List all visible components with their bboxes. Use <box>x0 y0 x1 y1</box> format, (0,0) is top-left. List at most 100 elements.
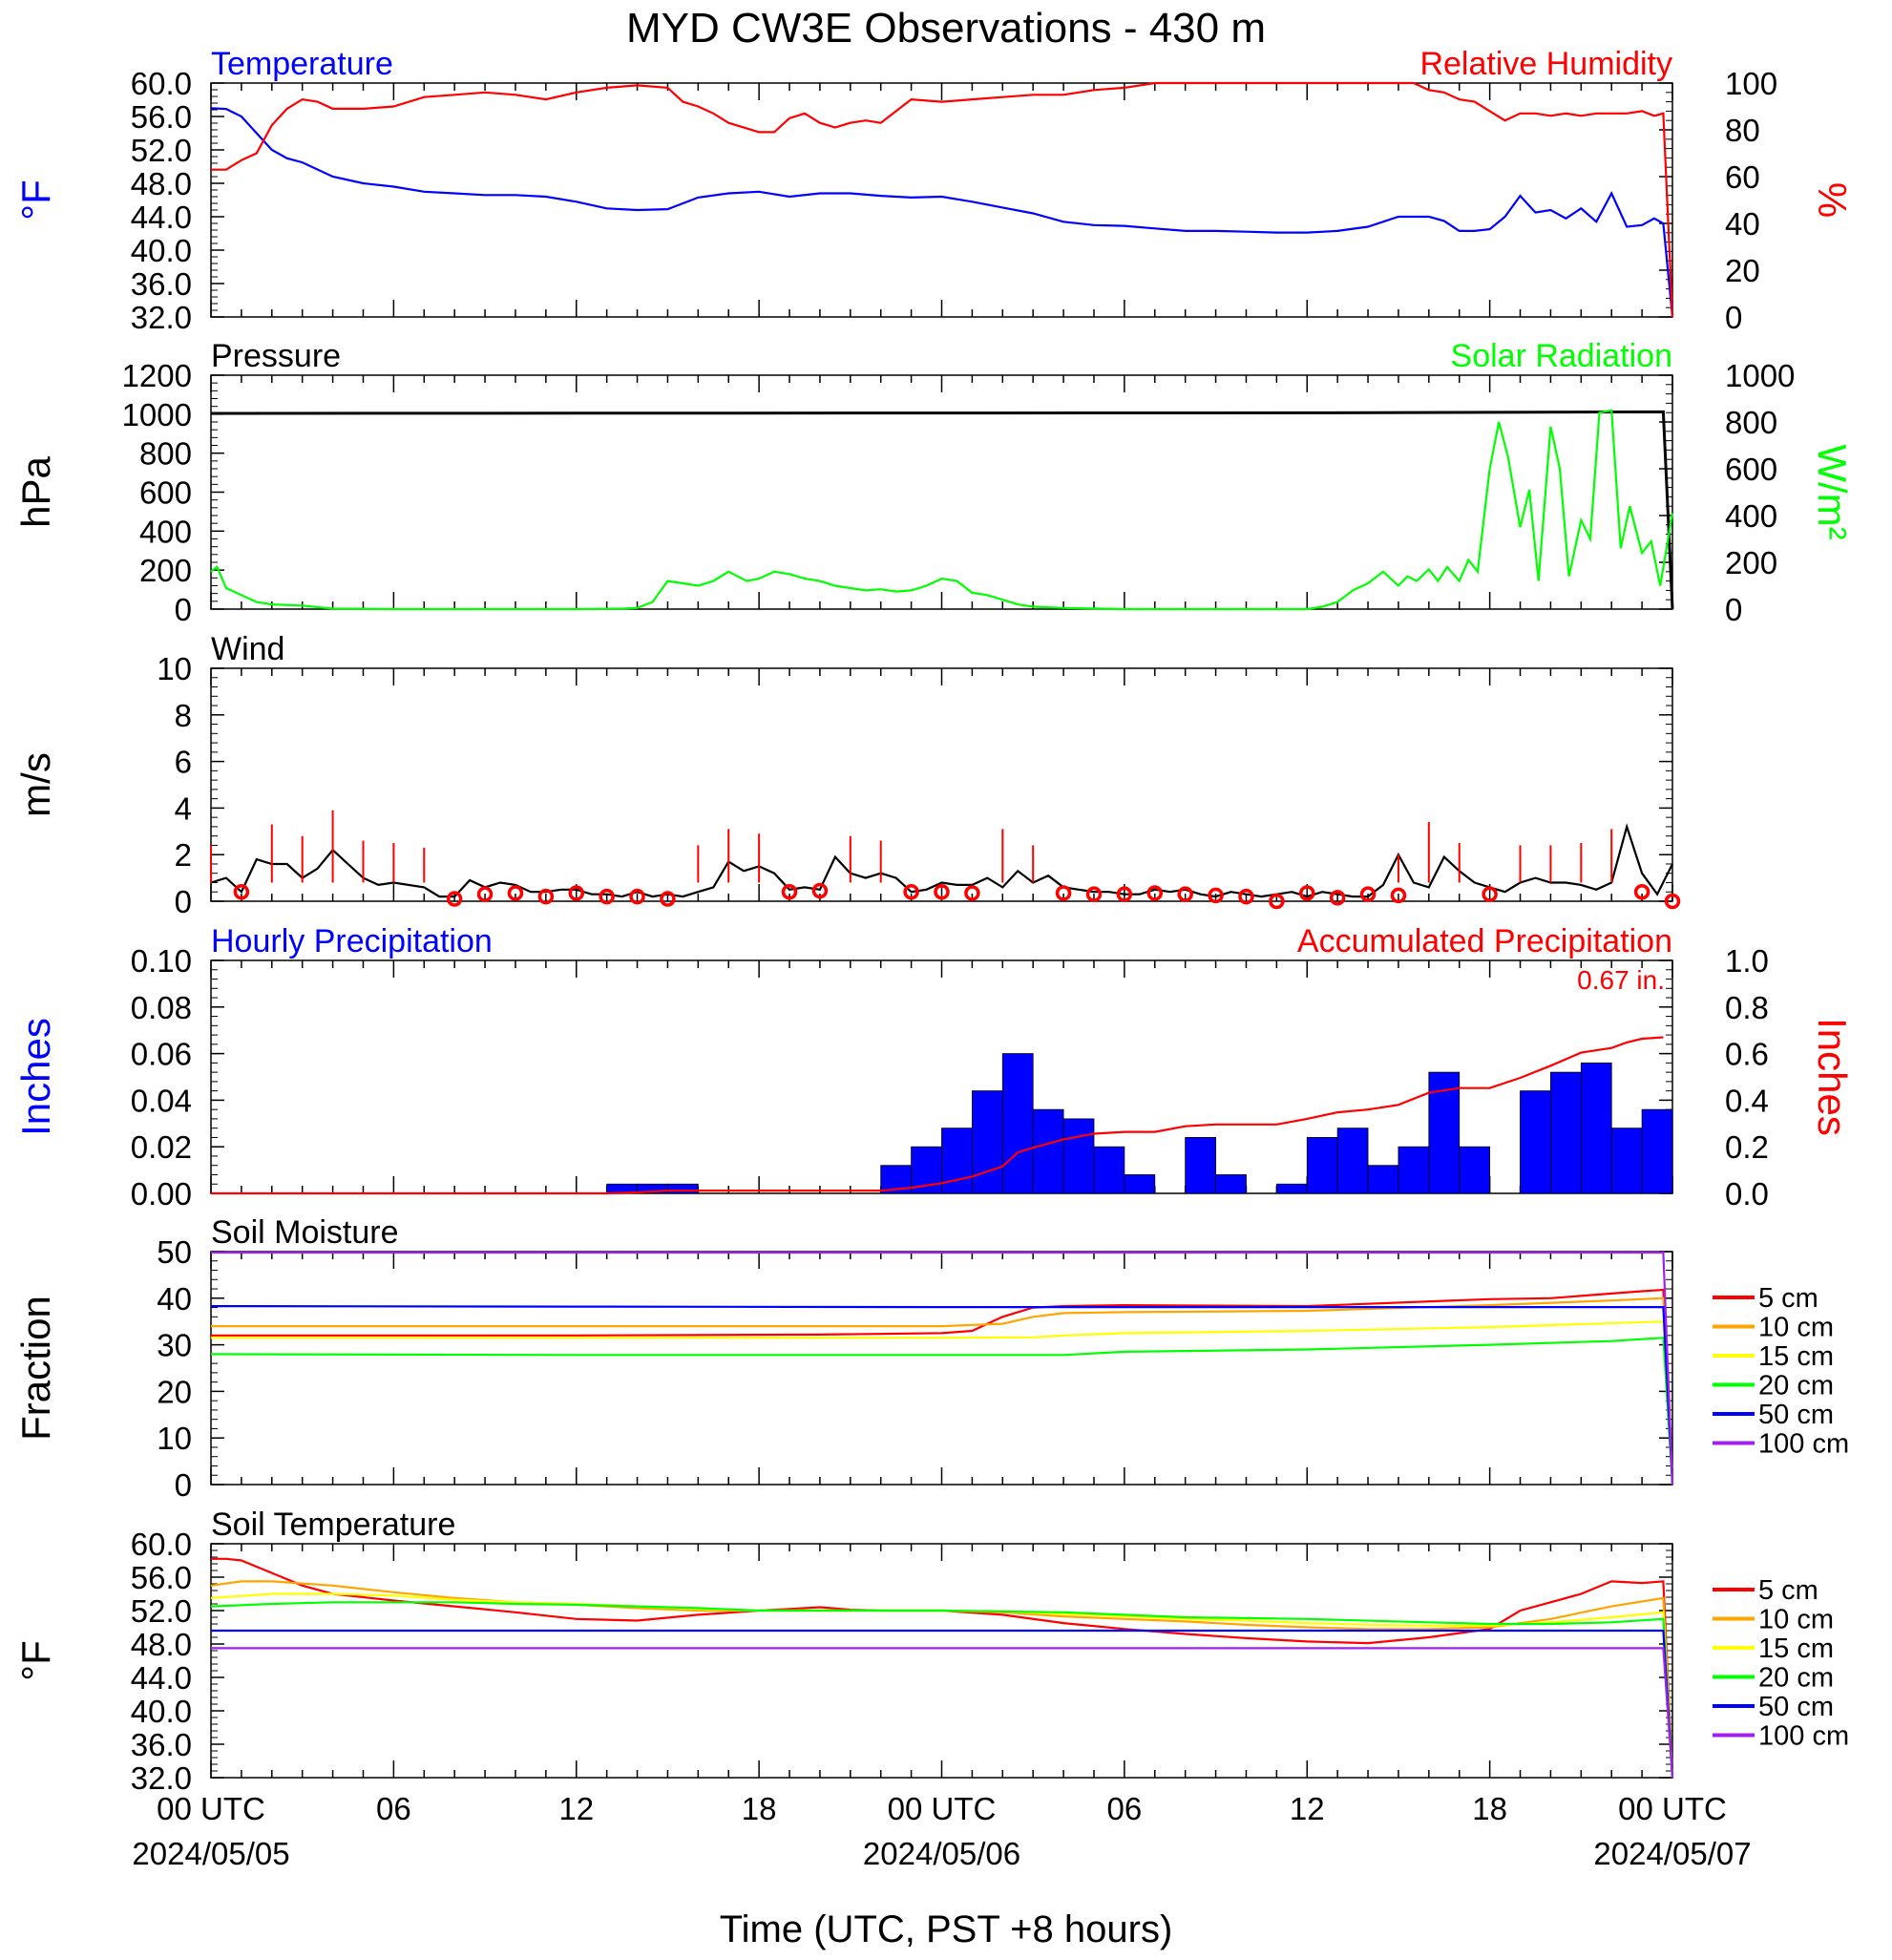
y-tick-label: 800 <box>139 436 192 472</box>
panel-left-title: Soil Temperature <box>211 1507 455 1543</box>
calm-wind-marker <box>1238 888 1254 905</box>
x-axis: 00 UTC 2024/05/05 06 12 18 00 UTC 2024/05/06 06… <box>132 1791 1751 1871</box>
calm-wind-marker <box>660 891 676 907</box>
legend-label: 20 cm <box>1758 1663 1834 1694</box>
calm-wind-marker <box>964 885 980 901</box>
series-line-soil_moist-0 <box>211 1288 1674 1486</box>
y-tick-label: 1000 <box>122 397 192 432</box>
panel-frame <box>210 82 1673 318</box>
calm-wind-marker <box>903 883 919 900</box>
calm-wind-marker <box>629 888 645 905</box>
y-tick-label: 48.0 <box>131 166 192 201</box>
series-line-pres_solar-1 <box>210 409 1674 611</box>
y-right-axis-label: Inches <box>1810 1018 1855 1136</box>
y-tick-label: 40 <box>157 1281 192 1317</box>
panel-left-title: Pressure <box>211 338 341 374</box>
panel-left-title: Temperature <box>211 46 393 82</box>
y-tick-label: 10 <box>157 651 192 686</box>
calm-wind-marker <box>233 883 250 900</box>
y-right-tick-label: 100 <box>1725 66 1777 101</box>
calm-wind-marker <box>1390 887 1407 904</box>
calm-wind-marker <box>1482 886 1498 902</box>
calm-wind-marker <box>1146 885 1164 901</box>
legend-label: 50 cm <box>1758 1692 1834 1722</box>
hourly-precip-bar <box>1306 1137 1338 1194</box>
y-tick-label: 0.10 <box>131 943 192 979</box>
calm-wind-marker <box>599 888 615 905</box>
series-line-temp_rh-1 <box>211 81 1674 318</box>
y-tick-label: 32.0 <box>131 1760 192 1796</box>
legend-label: 15 cm <box>1758 1633 1834 1664</box>
legend-label: 10 cm <box>1758 1605 1834 1635</box>
series-line-temp_rh-0 <box>210 107 1674 318</box>
y-right-tick-label: 0.0 <box>1725 1176 1769 1212</box>
y-right-tick-label: 0 <box>1725 300 1742 335</box>
x-tick-label: 06 <box>1107 1791 1143 1826</box>
calm-wind-marker <box>1633 883 1650 900</box>
hourly-precip-bar <box>1550 1071 1582 1194</box>
series-line-soil_temp-5 <box>211 1647 1674 1779</box>
hourly-precip-bar <box>1398 1146 1430 1194</box>
y-tick-label: 0.08 <box>131 990 192 1025</box>
y-tick-label: 600 <box>139 475 192 511</box>
hourly-precip-bar <box>1367 1165 1399 1194</box>
y-right-tick-label: 60 <box>1725 159 1760 195</box>
y-right-tick-label: 40 <box>1725 206 1760 242</box>
legend-label: 15 cm <box>1758 1341 1834 1372</box>
y-axis-label: m/s <box>13 752 58 817</box>
y-tick-label: 2 <box>175 837 192 873</box>
y-right-tick-label: 1000 <box>1725 358 1795 393</box>
y-tick-label: 52.0 <box>131 133 192 168</box>
panel-right-title: Accumulated Precipitation <box>1297 923 1672 959</box>
y-tick-label: 200 <box>139 553 192 588</box>
calm-wind-marker <box>476 886 494 902</box>
legend-label: 10 cm <box>1758 1313 1834 1343</box>
y-tick-label: 0 <box>175 592 192 627</box>
series-line-soil_temp-2 <box>210 1592 1674 1779</box>
y-axis-label: Fraction <box>13 1296 58 1441</box>
y-right-tick-label: 20 <box>1725 253 1760 288</box>
calm-wind-marker <box>446 891 463 907</box>
x-tick-label: 12 <box>1290 1791 1325 1826</box>
panel-right-title: Solar Radiation <box>1451 338 1672 374</box>
x-date-label: 2024/05/06 <box>863 1836 1020 1871</box>
series-line-soil_moist-3 <box>210 1337 1674 1486</box>
y-right-tick-label: 400 <box>1725 498 1777 534</box>
y-tick-label: 36.0 <box>131 1727 192 1762</box>
chart-title: MYD CW3E Observations - 430 m <box>626 5 1266 52</box>
y-right-tick-label: 0.2 <box>1725 1129 1769 1165</box>
y-tick-label: 1200 <box>122 358 192 393</box>
hourly-precip-bar <box>1032 1108 1064 1194</box>
y-tick-label: 0.00 <box>131 1176 192 1212</box>
hourly-precip-bar <box>1275 1183 1308 1194</box>
y-axis-label: °F <box>13 1640 58 1680</box>
y-tick-label: 0.04 <box>131 1083 192 1118</box>
y-tick-label: 10 <box>157 1421 192 1456</box>
panel-pres_solar: 12001000800600400200010008006004002000Pr… <box>13 338 1855 627</box>
hourly-precip-bar <box>1520 1090 1551 1194</box>
x-date-label: 2024/05/07 <box>1593 1836 1751 1871</box>
panel-right-title: Relative Humidity <box>1419 46 1672 82</box>
y-tick-label: 60.0 <box>131 66 192 101</box>
y-axis-label: °F <box>13 179 58 220</box>
x-tick-label: 00 UTC <box>888 1791 997 1826</box>
calm-wind-marker <box>1177 886 1193 902</box>
y-right-tick-label: 0.6 <box>1725 1037 1769 1072</box>
panel-left-title: Hourly Precipitation <box>211 923 493 959</box>
calm-wind-marker <box>811 882 829 899</box>
precip-total-annotation: 0.67 in. <box>1577 965 1665 995</box>
hourly-precip-bar <box>941 1128 973 1194</box>
hourly-precip-bar <box>1215 1174 1247 1194</box>
series-line-soil_moist-4 <box>210 1304 1674 1486</box>
series-line-soil_moist-2 <box>211 1320 1674 1486</box>
calm-wind-marker <box>934 883 950 900</box>
y-right-tick-label: 0 <box>1725 592 1742 627</box>
y-axis-label: hPa <box>13 455 58 527</box>
legend-label: 50 cm <box>1758 1400 1834 1430</box>
hourly-precip-bar <box>1459 1146 1491 1194</box>
calm-wind-marker <box>1116 886 1133 902</box>
calm-wind-marker <box>1329 890 1346 906</box>
y-tick-label: 6 <box>175 745 192 780</box>
